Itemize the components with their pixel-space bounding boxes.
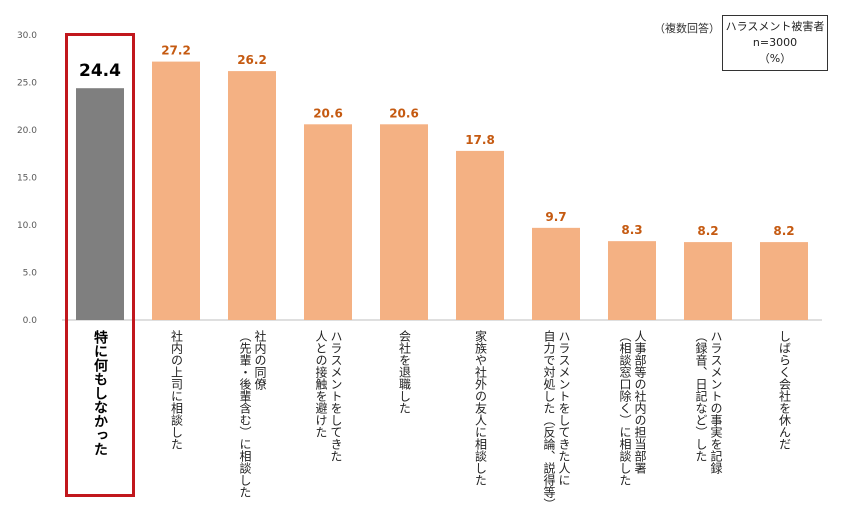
bar-2 <box>228 71 276 320</box>
category-label-line: （録音、日記など）した <box>694 330 708 462</box>
category-label-line: ハラスメントの事実を記録 <box>709 330 723 474</box>
category-label-line: （先輩・後輩含む）に相談した <box>238 330 252 498</box>
category-label-9: しばらく会社を休んだ <box>777 330 792 450</box>
category-label-line: しばらく会社を休んだ <box>777 330 792 450</box>
multiple-answer-note: （複数回答） <box>654 22 720 35</box>
y-tick-label-1: 5.0 <box>23 269 38 279</box>
category-label-7: 人事部等の社内の担当部署 （相談窓口除く）に相談した <box>617 330 647 486</box>
bar-value-label-9: 8.2 <box>773 224 794 238</box>
category-label-line: 会社を退職した <box>397 330 412 414</box>
bar-0 <box>76 88 124 320</box>
category-label-line: 人事部等の社内の担当部署 <box>633 330 647 474</box>
bar-value-label-0: 24.4 <box>79 61 121 81</box>
legend-line-sample-size: n=3000 <box>752 36 798 49</box>
highlight-frame <box>65 33 135 497</box>
y-tick-label-0: 0.0 <box>23 316 38 326</box>
category-label-2: 社内の同僚 （先輩・後輩含む）に相談した <box>237 330 267 498</box>
category-label-line: ハラスメントをしてきた人に <box>557 330 571 486</box>
bar-value-label-4: 20.6 <box>389 106 419 120</box>
category-label-line: 社内の同僚 <box>253 330 267 390</box>
bar-value-label-3: 20.6 <box>313 106 343 120</box>
category-label-line: 人との接触を避けた <box>314 330 328 438</box>
bar-value-label-5: 17.8 <box>465 133 495 147</box>
bar-4 <box>380 124 428 320</box>
bar-3 <box>304 124 352 320</box>
bar-5 <box>456 150 504 320</box>
category-label-4: 会社を退職した <box>397 330 412 414</box>
category-label-3: ハラスメントをしてきた 人との接触を避けた <box>313 330 343 462</box>
category-label-line: 家族や社外の友人に相談した <box>473 330 488 486</box>
legend-line-respondents: ハラスメント被害者 <box>725 20 825 33</box>
category-label-5: 家族や社外の友人に相談した <box>473 330 488 486</box>
category-label-line: 自力で対処した（反論、説得等） <box>542 330 556 510</box>
y-tick-label-6: 30.0 <box>17 31 37 41</box>
bar-9 <box>760 242 808 320</box>
bar-value-label-6: 9.7 <box>545 210 566 224</box>
y-tick-label-4: 20.0 <box>17 126 37 136</box>
bar-1 <box>152 61 200 320</box>
bar-value-label-1: 27.2 <box>161 44 191 58</box>
legend-line-unit: （%） <box>758 52 792 65</box>
bar-7 <box>608 241 656 320</box>
category-label-8: ハラスメントの事実を記録 （録音、日記など）した <box>693 330 723 474</box>
category-label-line: （相談窓口除く）に相談した <box>618 330 632 486</box>
y-tick-label-5: 25.0 <box>17 79 37 89</box>
bar-6 <box>532 227 580 320</box>
category-label-line: 社内の上司に相談した <box>169 330 184 450</box>
legend-box: ハラスメント被害者 n=3000 （%） <box>722 15 828 71</box>
bar-value-label-7: 8.3 <box>621 223 642 237</box>
y-tick-label-3: 15.0 <box>17 174 37 184</box>
y-tick-label-2: 10.0 <box>17 221 37 231</box>
category-label-6: ハラスメントをしてきた人に 自力で対処した（反論、説得等） <box>541 330 571 510</box>
bar-8 <box>684 242 732 320</box>
category-label-line: ハラスメントをしてきた <box>329 330 343 462</box>
category-label-line: 特に何もしなかった <box>92 330 108 456</box>
bar-value-label-2: 26.2 <box>237 53 267 67</box>
category-label-0: 特に何もしなかった <box>91 330 109 456</box>
bar-value-label-8: 8.2 <box>697 224 718 238</box>
category-label-1: 社内の上司に相談した <box>169 330 184 450</box>
